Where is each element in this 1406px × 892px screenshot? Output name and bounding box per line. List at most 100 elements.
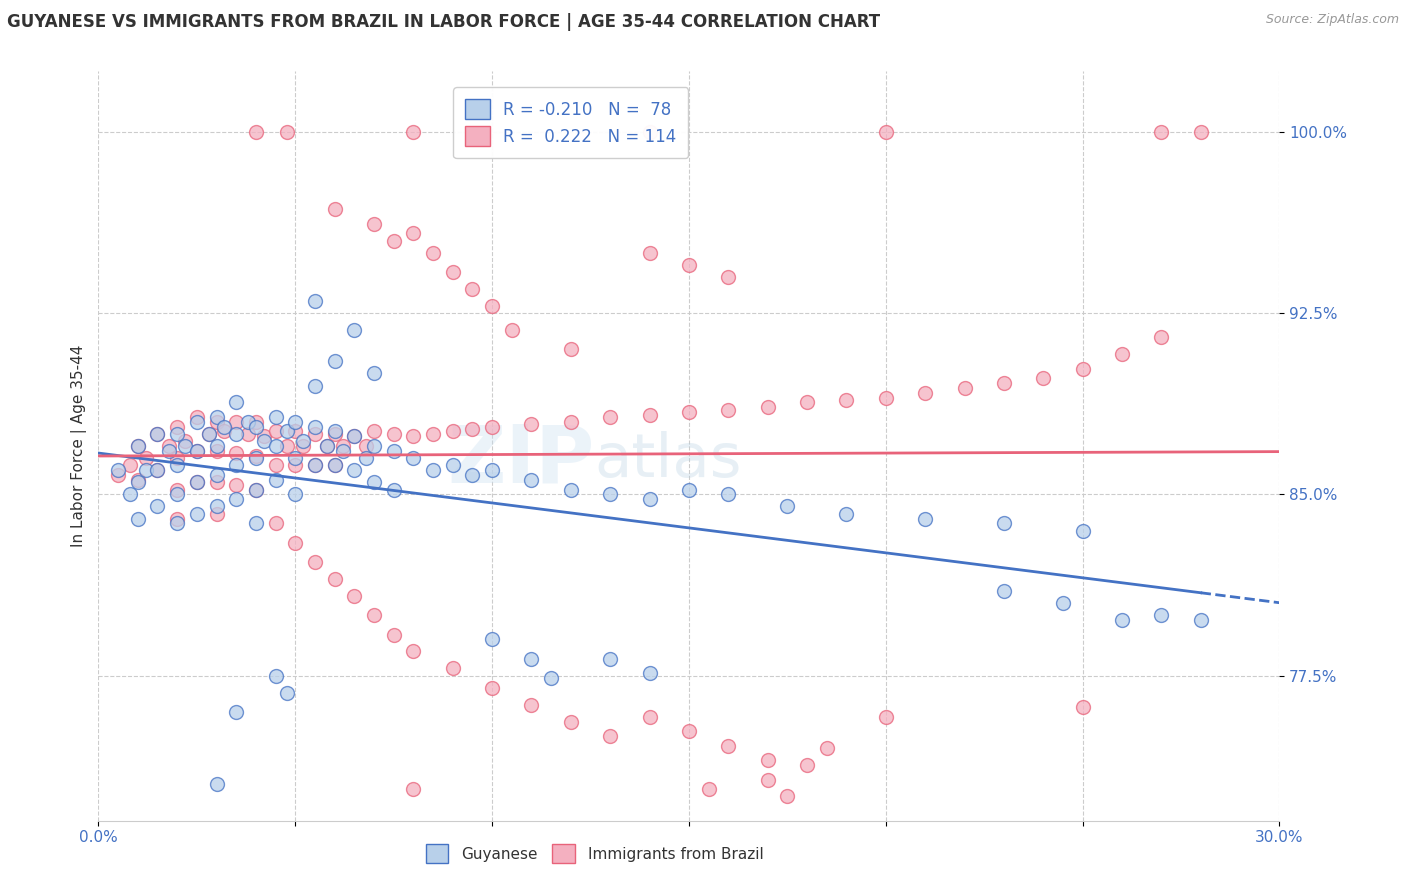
- Point: [107, 463, 129, 477]
- Point: [315, 439, 337, 453]
- Point: [402, 644, 425, 658]
- Point: [304, 426, 326, 441]
- Point: [382, 234, 405, 248]
- Point: [127, 475, 149, 490]
- Point: [135, 451, 157, 466]
- Point: [205, 507, 228, 521]
- Point: [1111, 613, 1133, 627]
- Point: [245, 483, 267, 497]
- Point: [1150, 608, 1173, 623]
- Point: [166, 487, 188, 501]
- Point: [461, 468, 484, 483]
- Point: [174, 434, 197, 449]
- Point: [422, 245, 444, 260]
- Point: [835, 393, 858, 408]
- Point: [225, 477, 247, 491]
- Point: [993, 584, 1015, 599]
- Point: [1111, 347, 1133, 361]
- Point: [323, 425, 346, 439]
- Point: [284, 451, 307, 466]
- Point: [166, 483, 188, 497]
- Point: [146, 426, 169, 441]
- Point: [264, 409, 287, 424]
- Point: [1189, 613, 1212, 627]
- Point: [914, 511, 936, 525]
- Point: [225, 395, 247, 409]
- Point: [382, 443, 405, 458]
- Point: [332, 443, 354, 458]
- Point: [264, 668, 287, 682]
- Point: [402, 125, 425, 139]
- Point: [993, 376, 1015, 391]
- Text: ZIP: ZIP: [447, 422, 595, 500]
- Point: [638, 666, 661, 681]
- Point: [354, 451, 377, 466]
- Point: [1071, 700, 1094, 714]
- Point: [717, 269, 740, 284]
- Point: [520, 417, 543, 432]
- Point: [127, 439, 149, 453]
- Point: [599, 651, 621, 665]
- Point: [1150, 125, 1173, 139]
- Point: [264, 439, 287, 453]
- Point: [332, 439, 354, 453]
- Point: [236, 426, 259, 441]
- Point: [481, 419, 503, 434]
- Point: [756, 401, 779, 415]
- Point: [540, 671, 562, 685]
- Point: [292, 439, 315, 453]
- Point: [276, 425, 298, 439]
- Point: [304, 419, 326, 434]
- Point: [382, 483, 405, 497]
- Point: [481, 632, 503, 647]
- Point: [678, 405, 700, 419]
- Point: [914, 385, 936, 400]
- Point: [481, 299, 503, 313]
- Point: [501, 323, 523, 337]
- Point: [127, 473, 149, 487]
- Y-axis label: In Labor Force | Age 35-44: In Labor Force | Age 35-44: [72, 345, 87, 547]
- Point: [186, 409, 208, 424]
- Point: [441, 458, 464, 473]
- Point: [323, 572, 346, 586]
- Point: [343, 429, 366, 443]
- Point: [186, 507, 208, 521]
- Text: Source: ZipAtlas.com: Source: ZipAtlas.com: [1265, 13, 1399, 27]
- Point: [835, 507, 858, 521]
- Point: [875, 709, 897, 723]
- Point: [304, 378, 326, 392]
- Point: [276, 439, 298, 453]
- Point: [343, 429, 366, 443]
- Point: [214, 425, 236, 439]
- Point: [422, 426, 444, 441]
- Point: [560, 714, 582, 729]
- Point: [354, 439, 377, 453]
- Point: [276, 125, 298, 139]
- Point: [225, 446, 247, 460]
- Point: [323, 458, 346, 473]
- Point: [205, 468, 228, 483]
- Point: [166, 458, 188, 473]
- Point: [245, 483, 267, 497]
- Point: [225, 492, 247, 507]
- Point: [402, 451, 425, 466]
- Point: [422, 463, 444, 477]
- Point: [382, 627, 405, 641]
- Point: [776, 789, 799, 804]
- Point: [135, 463, 157, 477]
- Point: [127, 511, 149, 525]
- Point: [441, 265, 464, 279]
- Point: [264, 473, 287, 487]
- Point: [205, 415, 228, 429]
- Point: [118, 487, 141, 501]
- Point: [520, 651, 543, 665]
- Point: [1052, 596, 1074, 610]
- Point: [717, 402, 740, 417]
- Point: [225, 426, 247, 441]
- Point: [284, 425, 307, 439]
- Point: [197, 426, 219, 441]
- Point: [304, 293, 326, 308]
- Point: [166, 516, 188, 531]
- Point: [205, 443, 228, 458]
- Point: [1071, 524, 1094, 538]
